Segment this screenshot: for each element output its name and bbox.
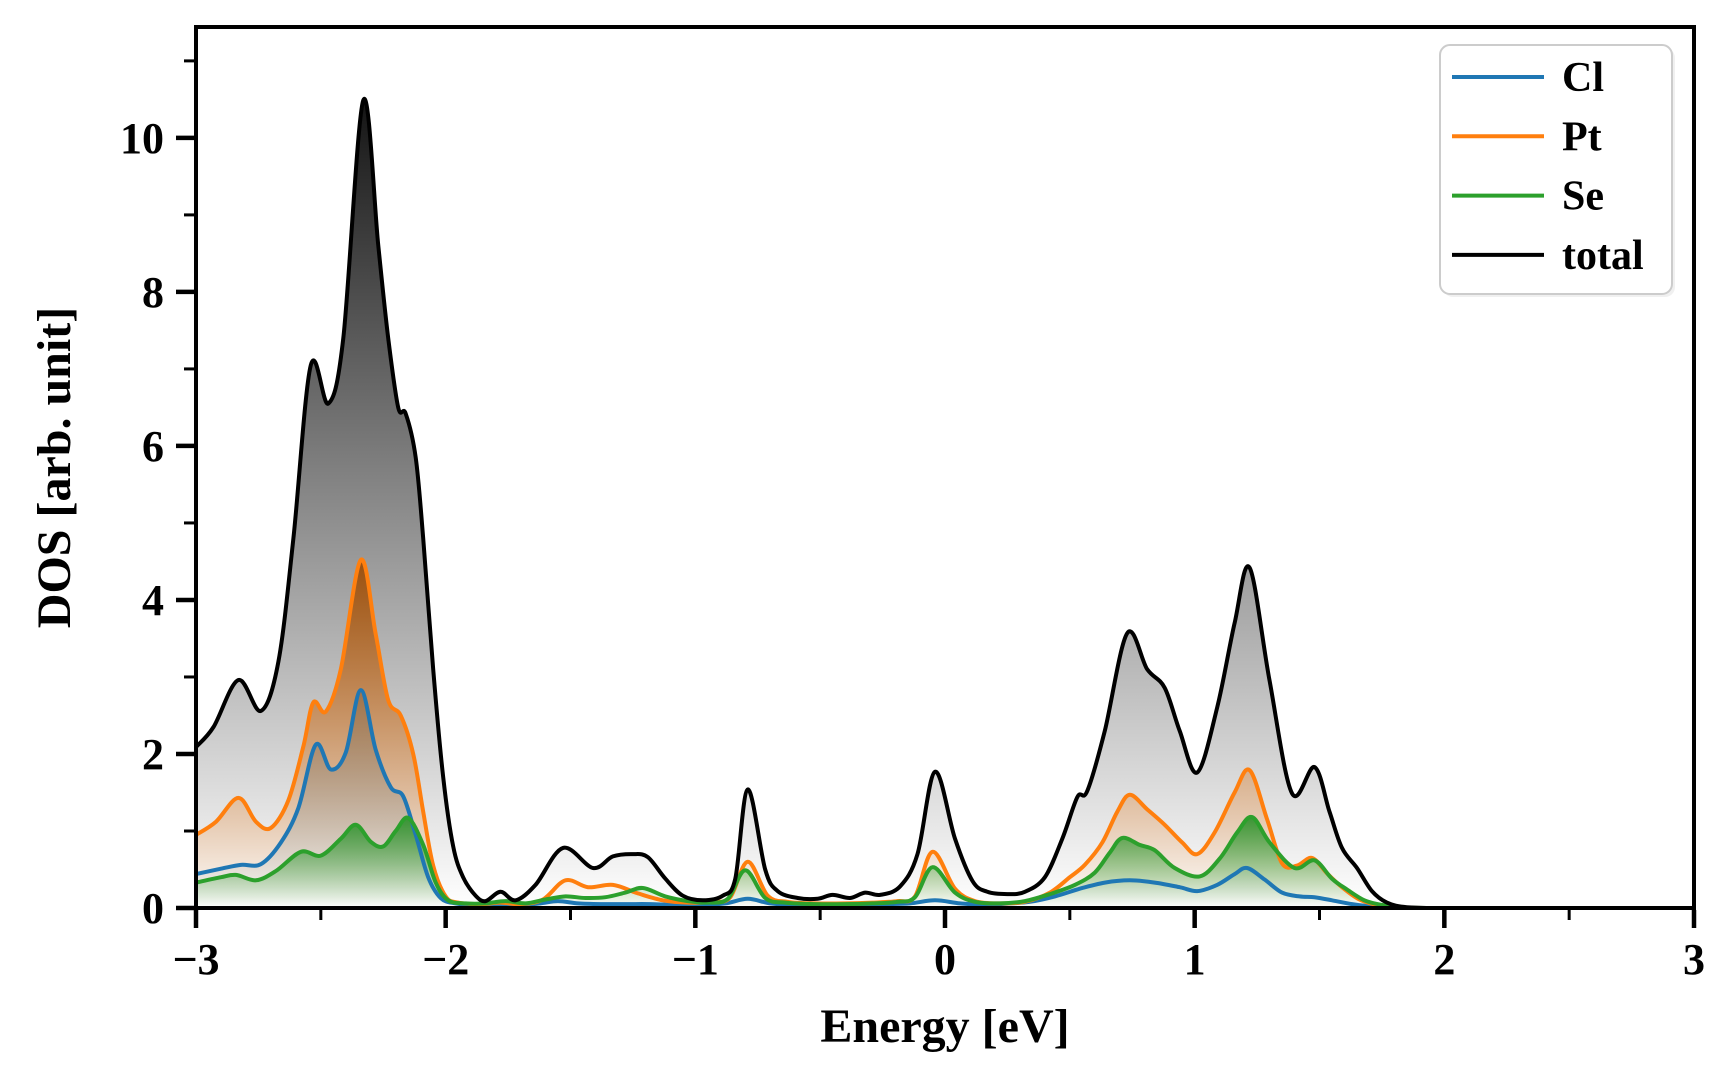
y-axis-title: DOS [arb. unit] bbox=[28, 307, 81, 628]
y-tick-label: 8 bbox=[142, 268, 164, 317]
x-tick-label: −3 bbox=[172, 935, 219, 984]
legend-label: Cl bbox=[1562, 55, 1604, 101]
plot-frame bbox=[194, 25, 1696, 910]
series-fill-total bbox=[196, 98, 1694, 909]
plot-area bbox=[194, 96, 1696, 910]
x-tick-label: −1 bbox=[672, 935, 719, 984]
series-line-total bbox=[194, 96, 1696, 910]
legend-item-se: Se bbox=[1452, 174, 1604, 220]
series-line-se bbox=[194, 815, 1696, 910]
legend-item-cl: Cl bbox=[1452, 55, 1604, 101]
x-tick-label: 0 bbox=[934, 935, 956, 984]
y-tick-label: 6 bbox=[142, 422, 164, 471]
y-tick-label: 2 bbox=[142, 730, 164, 779]
legend-item-pt: Pt bbox=[1452, 114, 1602, 160]
y-tick-label: 4 bbox=[142, 576, 164, 625]
y-tick-label: 10 bbox=[120, 114, 164, 163]
legend-label: Pt bbox=[1562, 114, 1602, 160]
x-tick-label: 1 bbox=[1184, 935, 1206, 984]
x-tick-label: 2 bbox=[1433, 935, 1455, 984]
legend-item-total: total bbox=[1452, 233, 1644, 279]
x-axis-title: Energy [eV] bbox=[820, 1000, 1069, 1053]
legend: Cl Pt Se total bbox=[1439, 44, 1675, 297]
legend-label: total bbox=[1562, 233, 1644, 279]
legend-box bbox=[1439, 44, 1673, 295]
tick-labels: −3 −2 −1 0 1 2 3 0 2 4 6 8 10 bbox=[120, 114, 1705, 984]
x-tick-label: −2 bbox=[422, 935, 469, 984]
axis-ticks bbox=[176, 59, 1697, 928]
x-tick-label: 3 bbox=[1683, 935, 1705, 984]
legend-label: Se bbox=[1562, 174, 1604, 220]
y-tick-label: 0 bbox=[142, 884, 164, 933]
